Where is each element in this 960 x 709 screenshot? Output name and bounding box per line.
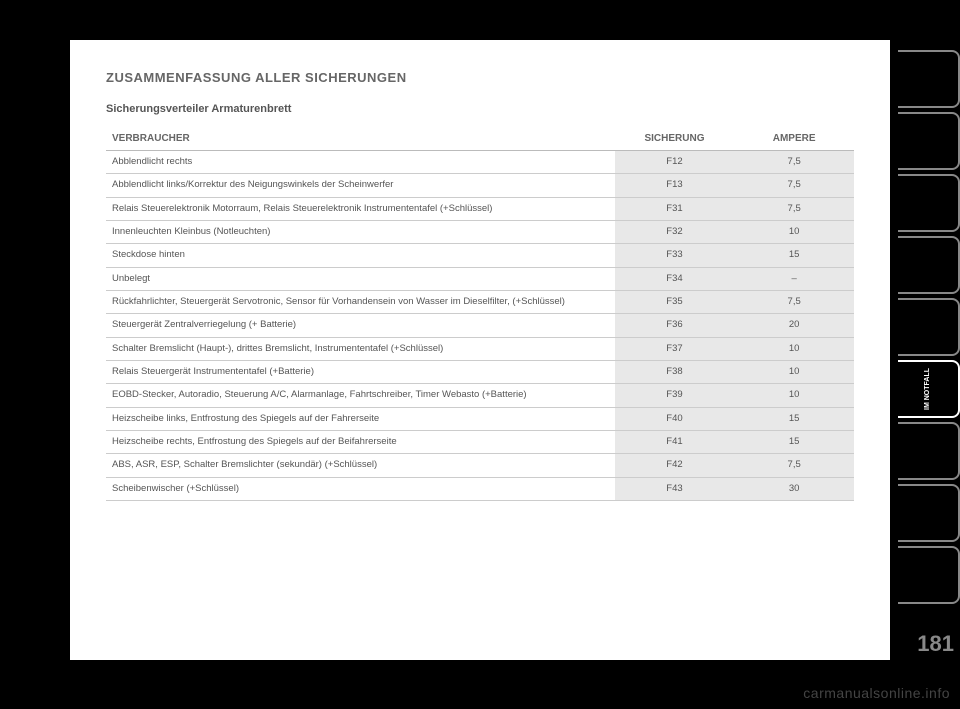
cell-desc: Abblendlicht links/Korrektur des Neigung… xyxy=(106,174,615,197)
cell-amp: 15 xyxy=(734,244,854,267)
tab-item[interactable] xyxy=(898,50,960,108)
cell-fuse: F39 xyxy=(615,384,735,407)
cell-desc: Unbelegt xyxy=(106,267,615,290)
col-header-desc: VERBRAUCHER xyxy=(106,129,615,151)
cell-amp: 10 xyxy=(734,337,854,360)
table-row: Scheibenwischer (+Schlüssel)F4330 xyxy=(106,477,854,500)
side-tabs: IM NOTFALL xyxy=(898,50,960,604)
table-row: EOBD-Stecker, Autoradio, Steuerung A/C, … xyxy=(106,384,854,407)
cell-desc: Steckdose hinten xyxy=(106,244,615,267)
cell-fuse: F41 xyxy=(615,431,735,454)
cell-fuse: F35 xyxy=(615,291,735,314)
page-number: 181 xyxy=(917,631,954,657)
cell-amp: 10 xyxy=(734,361,854,384)
table-row: Relais Steuerelektronik Motorraum, Relai… xyxy=(106,197,854,220)
tab-item[interactable] xyxy=(898,174,960,232)
table-row: Steckdose hintenF3315 xyxy=(106,244,854,267)
tab-item[interactable] xyxy=(898,546,960,604)
cell-fuse: F36 xyxy=(615,314,735,337)
cell-fuse: F32 xyxy=(615,221,735,244)
table-header-row: VERBRAUCHER SICHERUNG AMPERE xyxy=(106,129,854,151)
cell-amp: 7,5 xyxy=(734,151,854,174)
table-row: Rückfahrlichter, Steuergerät Servotronic… xyxy=(106,291,854,314)
cell-fuse: F38 xyxy=(615,361,735,384)
cell-amp: 10 xyxy=(734,384,854,407)
cell-fuse: F42 xyxy=(615,454,735,477)
table-row: Abblendlicht links/Korrektur des Neigung… xyxy=(106,174,854,197)
cell-amp: 7,5 xyxy=(734,197,854,220)
tab-item[interactable] xyxy=(898,484,960,542)
table-row: Innenleuchten Kleinbus (Notleuchten)F321… xyxy=(106,221,854,244)
tab-item[interactable] xyxy=(898,422,960,480)
manual-page: ZUSAMMENFASSUNG ALLER SICHERUNGEN Sicher… xyxy=(70,40,890,660)
cell-fuse: F33 xyxy=(615,244,735,267)
cell-desc: Rückfahrlichter, Steuergerät Servotronic… xyxy=(106,291,615,314)
cell-fuse: F40 xyxy=(615,407,735,430)
table-row: Abblendlicht rechtsF127,5 xyxy=(106,151,854,174)
cell-amp: 15 xyxy=(734,407,854,430)
watermark: carmanualsonline.info xyxy=(803,685,950,701)
cell-desc: Heizscheibe rechts, Entfrostung des Spie… xyxy=(106,431,615,454)
table-row: Schalter Bremslicht (Haupt-), drittes Br… xyxy=(106,337,854,360)
page-title: ZUSAMMENFASSUNG ALLER SICHERUNGEN xyxy=(106,70,854,85)
cell-desc: Heizscheibe links, Entfrostung des Spieg… xyxy=(106,407,615,430)
cell-fuse: F34 xyxy=(615,267,735,290)
table-row: Heizscheibe links, Entfrostung des Spieg… xyxy=(106,407,854,430)
col-header-amp: AMPERE xyxy=(734,129,854,151)
cell-desc: Steuergerät Zentralverriegelung (+ Batte… xyxy=(106,314,615,337)
table-row: Relais Steuergerät Instrumententafel (+B… xyxy=(106,361,854,384)
cell-fuse: F43 xyxy=(615,477,735,500)
cell-amp: 30 xyxy=(734,477,854,500)
table-row: ABS, ASR, ESP, Schalter Bremslichter (se… xyxy=(106,454,854,477)
page-subtitle: Sicherungsverteiler Armaturenbrett xyxy=(106,103,854,115)
cell-amp: 7,5 xyxy=(734,454,854,477)
cell-amp: – xyxy=(734,267,854,290)
cell-desc: Scheibenwischer (+Schlüssel) xyxy=(106,477,615,500)
cell-amp: 7,5 xyxy=(734,174,854,197)
fuse-table: VERBRAUCHER SICHERUNG AMPERE Abblendlich… xyxy=(106,129,854,501)
cell-desc: ABS, ASR, ESP, Schalter Bremslichter (se… xyxy=(106,454,615,477)
cell-desc: Abblendlicht rechts xyxy=(106,151,615,174)
tab-im-notfall[interactable]: IM NOTFALL xyxy=(898,360,960,418)
cell-desc: Relais Steuerelektronik Motorraum, Relai… xyxy=(106,197,615,220)
tab-item[interactable] xyxy=(898,236,960,294)
col-header-fuse: SICHERUNG xyxy=(615,129,735,151)
cell-fuse: F13 xyxy=(615,174,735,197)
cell-amp: 15 xyxy=(734,431,854,454)
cell-fuse: F37 xyxy=(615,337,735,360)
cell-fuse: F31 xyxy=(615,197,735,220)
cell-desc: Innenleuchten Kleinbus (Notleuchten) xyxy=(106,221,615,244)
cell-amp: 10 xyxy=(734,221,854,244)
table-row: Steuergerät Zentralverriegelung (+ Batte… xyxy=(106,314,854,337)
cell-fuse: F12 xyxy=(615,151,735,174)
cell-amp: 20 xyxy=(734,314,854,337)
tab-item[interactable] xyxy=(898,112,960,170)
cell-desc: Relais Steuergerät Instrumententafel (+B… xyxy=(106,361,615,384)
tab-item[interactable] xyxy=(898,298,960,356)
cell-desc: Schalter Bremslicht (Haupt-), drittes Br… xyxy=(106,337,615,360)
cell-amp: 7,5 xyxy=(734,291,854,314)
table-row: Heizscheibe rechts, Entfrostung des Spie… xyxy=(106,431,854,454)
table-row: UnbelegtF34– xyxy=(106,267,854,290)
cell-desc: EOBD-Stecker, Autoradio, Steuerung A/C, … xyxy=(106,384,615,407)
